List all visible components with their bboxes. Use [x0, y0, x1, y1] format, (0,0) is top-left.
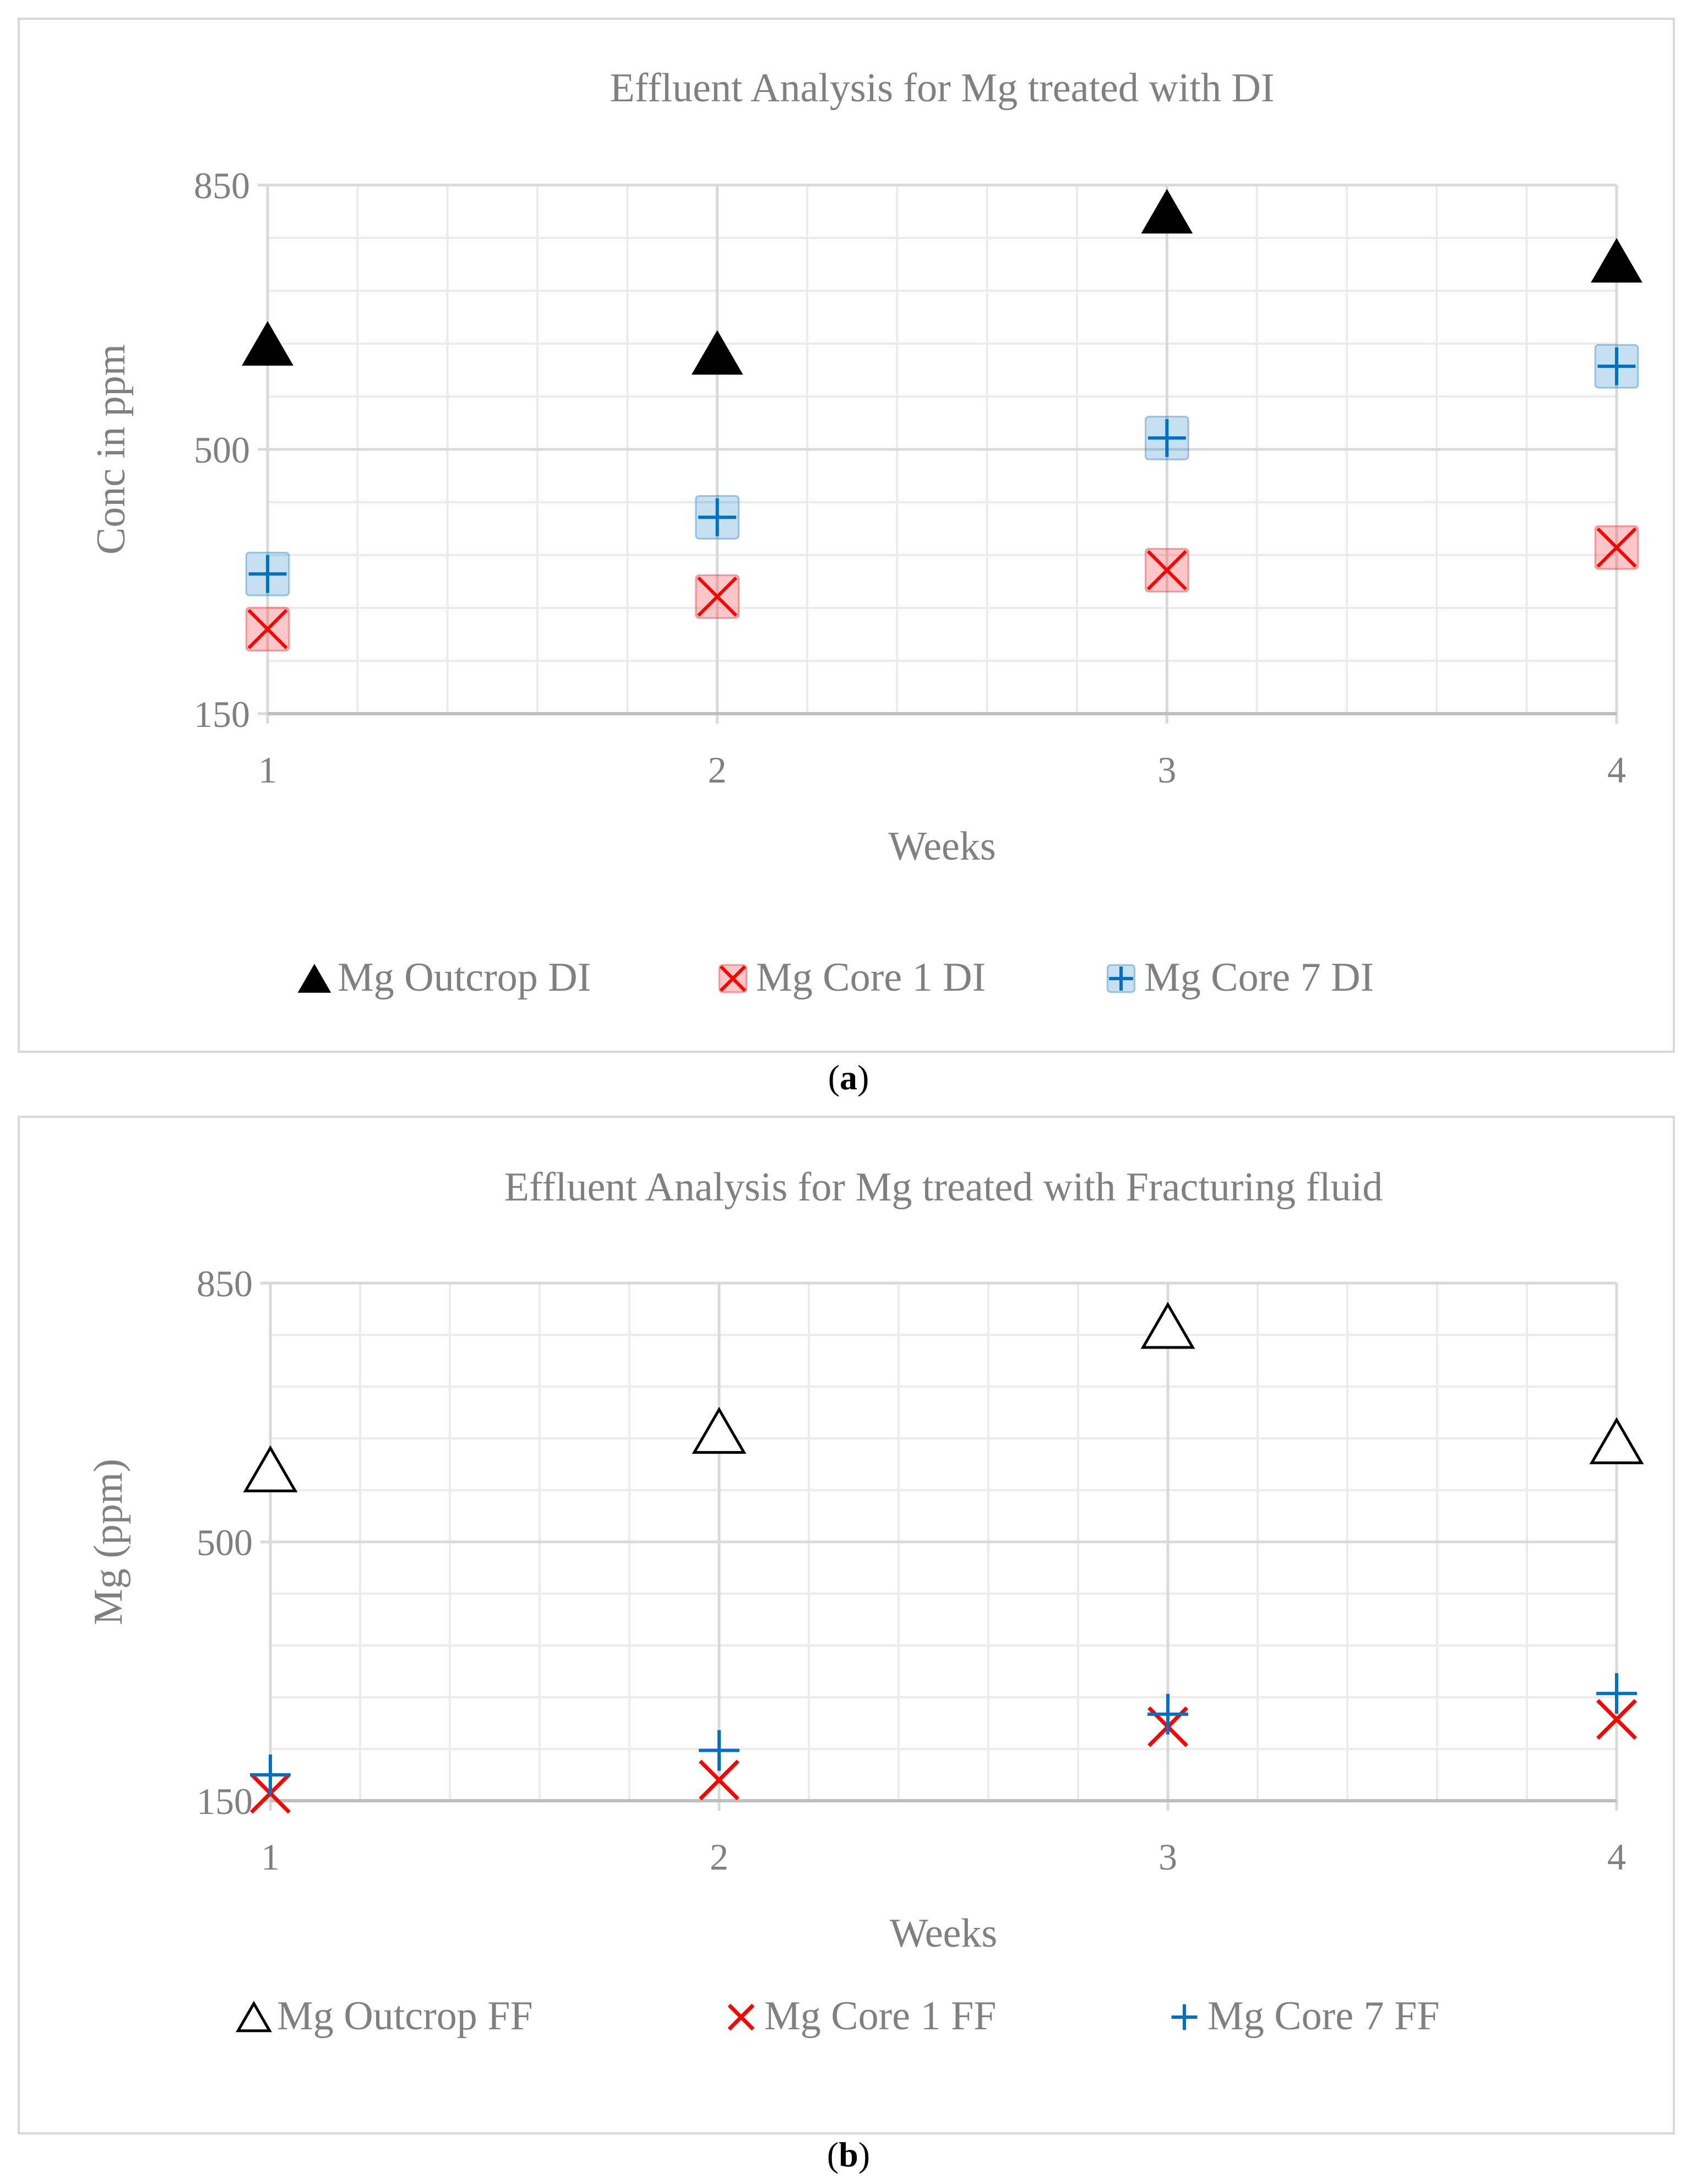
chart-b-gridlines: [260, 1281, 1618, 1811]
chart-a-title: Effluent Analysis for Mg treated with DI: [610, 66, 1274, 111]
chart-b-legend-label-3: Mg Core 7 FF: [1208, 1993, 1439, 2039]
chart-a-ytick-label: 150: [194, 693, 250, 735]
caption-b-close: ): [858, 2135, 871, 2174]
chart-a-point-s2-w2: [695, 574, 740, 619]
chart-a-xtick-label: 4: [1607, 749, 1626, 791]
chart-a-point-s2-w3: [1144, 547, 1189, 593]
chart-a-point-s1-w2: [691, 330, 743, 375]
chart-a-legend-marker-2: [718, 964, 748, 993]
chart-a-ytick-label: 850: [194, 165, 250, 207]
caption-a: (a): [0, 1057, 1697, 1098]
chart-panel-b: Effluent Analysis for Mg treated with Fr…: [18, 1116, 1675, 2134]
chart-b-legend-label-1: Mg Outcrop FF: [277, 1993, 533, 2039]
chart-a-point-s3-w1: [245, 551, 290, 596]
chart-a-point-s3-w3: [1144, 415, 1189, 460]
chart-b-point-s1-w3: [1140, 1301, 1195, 1349]
chart-a-gridlines: [258, 183, 1618, 724]
chart-a-point-s2-w1: [245, 606, 290, 651]
chart-b-xtick-label: 4: [1607, 1836, 1626, 1878]
chart-b-legend-marker-1: [236, 2001, 272, 2033]
chart-b-point-s1-w1: [243, 1445, 298, 1492]
chart-a-series-1: [242, 189, 1642, 375]
chart-a-point-s2-w4: [1594, 525, 1639, 570]
chart-b-xtick-label: 3: [1158, 1836, 1177, 1878]
chart-b-xtick-label: 1: [261, 1836, 280, 1878]
chart-a-xlabel: Weeks: [888, 824, 996, 869]
chart-a-svg: Effluent Analysis for Mg treated with DI…: [89, 66, 1642, 1000]
chart-b-point-s2-w2: [699, 1759, 739, 1801]
chart-b-series-2: [250, 1699, 1637, 1814]
chart-b-legend: Mg Outcrop FF Mg Core 1 FF Mg Core 7 FF: [236, 1993, 1439, 2039]
chart-b-point-s3-w1: [250, 1754, 291, 1795]
chart-a-legend-marker-3: [1106, 964, 1136, 993]
chart-b-legend-label-2: Mg Core 1 FF: [764, 1993, 996, 2039]
chart-a-legend-label-1: Mg Outcrop DI: [338, 955, 591, 1000]
chart-b-ytick-label: 150: [197, 1780, 253, 1822]
chart-a-legend: Mg Outcrop DI Mg Core 1 DI Mg Core 7 DI: [297, 955, 1374, 1000]
chart-b-series-3: [250, 1673, 1637, 1795]
chart-a-point-s3-w2: [695, 495, 740, 540]
chart-a-series-2: [245, 525, 1639, 651]
chart-b-ylabel: Mg (ppm): [86, 1459, 131, 1625]
chart-b-legend-marker-3: [1171, 2004, 1198, 2030]
caption-b: (b): [0, 2134, 1697, 2175]
chart-b-legend-marker-2: [727, 2003, 755, 2031]
chart-b-title: Effluent Analysis for Mg treated with Fr…: [504, 1165, 1383, 1210]
chart-b-svg: Effluent Analysis for Mg treated with Fr…: [86, 1165, 1644, 2039]
chart-a-xtick-label: 2: [708, 749, 727, 791]
chart-a-xtick-label: 1: [258, 749, 277, 791]
chart-b-xlabel: Weeks: [890, 1911, 997, 1956]
caption-b-letter: b: [839, 2135, 858, 2174]
chart-a-point-s1-w3: [1141, 189, 1193, 233]
chart-a-xtick-label: 3: [1157, 749, 1176, 791]
chart-b-point-s3-w3: [1147, 1693, 1188, 1735]
chart-a-ylabel: Conc in ppm: [89, 344, 134, 555]
caption-a-close: ): [857, 1058, 869, 1097]
chart-a-point-s3-w4: [1594, 344, 1639, 389]
chart-b-ytick-label: 500: [197, 1522, 253, 1563]
chart-a-point-s1-w4: [1591, 238, 1642, 283]
chart-b-point-s3-w2: [699, 1730, 739, 1771]
chart-a-point-s1-w1: [242, 321, 293, 366]
chart-a-legend-label-2: Mg Core 1 DI: [756, 955, 986, 1000]
chart-a-legend-label-3: Mg Core 7 DI: [1144, 955, 1374, 1000]
chart-b-point-s1-w4: [1589, 1417, 1644, 1464]
chart-b-series-1: [243, 1301, 1644, 1492]
caption-b-open: (: [826, 2135, 839, 2174]
caption-a-letter: a: [840, 1058, 857, 1097]
chart-a-ytick-label: 500: [194, 429, 250, 471]
chart-b-point-s1-w2: [692, 1406, 747, 1454]
chart-b-ytick-label: 850: [197, 1263, 253, 1305]
chart-b-point-s3-w4: [1596, 1673, 1637, 1714]
chart-b-point-s2-w4: [1596, 1699, 1637, 1740]
chart-a-legend-marker-1: [297, 964, 331, 993]
chart-a-series-3: [245, 344, 1639, 596]
caption-a-open: (: [828, 1058, 840, 1097]
chart-b-xtick-label: 2: [710, 1836, 728, 1878]
chart-panel-a: Effluent Analysis for Mg treated with DI…: [18, 18, 1675, 1053]
